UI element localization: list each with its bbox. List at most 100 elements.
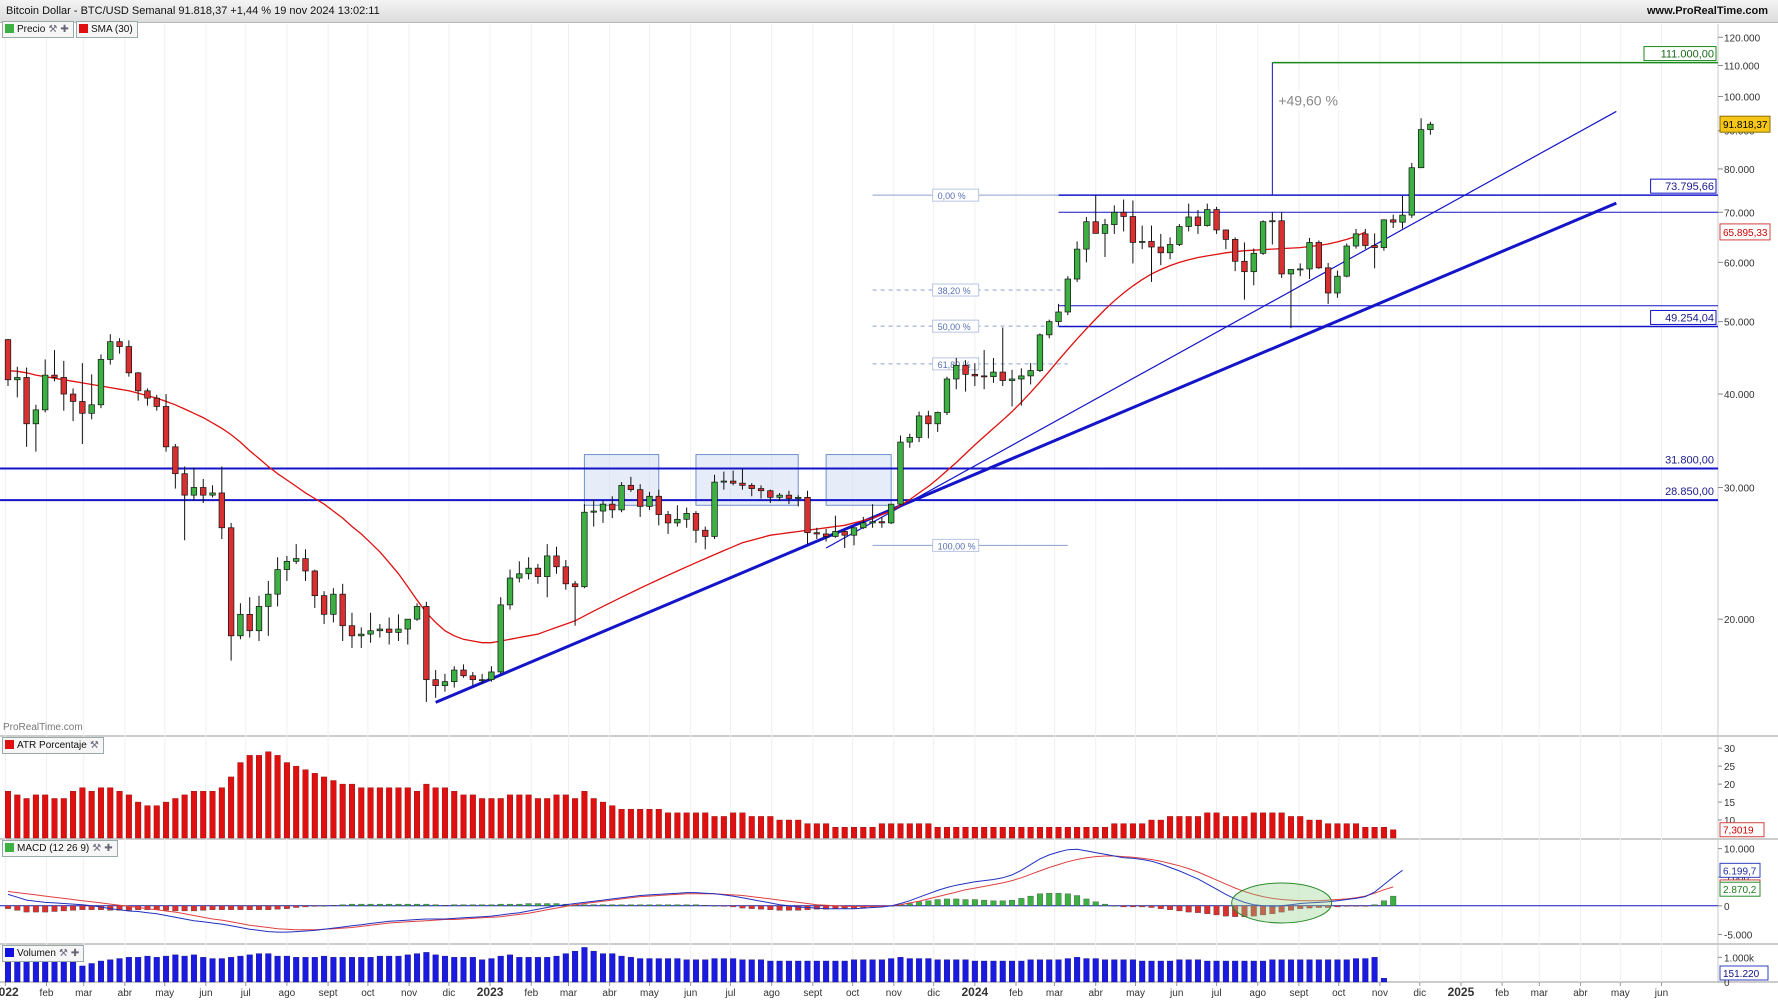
candle <box>1111 205 1118 234</box>
x-tick-label: feb <box>1495 988 1509 999</box>
volume-bar <box>562 953 569 983</box>
legend-atr[interactable]: ATR Porcentaje ⚒ <box>2 737 104 754</box>
candle <box>655 489 662 526</box>
candle <box>144 388 151 406</box>
volume-bar <box>1306 959 1313 983</box>
volume-bar <box>720 958 727 983</box>
atr-bar <box>451 791 458 839</box>
atr-bar <box>971 827 978 839</box>
atr-bar <box>860 827 867 839</box>
candle <box>720 471 727 490</box>
volume-bar <box>692 959 699 983</box>
plus-icon[interactable]: ✚ <box>70 948 80 959</box>
macd-hist-bar <box>60 905 67 912</box>
volume-bar <box>1241 960 1248 983</box>
legend-macd[interactable]: MACD (12 26 9) ⚒ ✚ <box>2 840 118 857</box>
legend-sma[interactable]: SMA (30) <box>76 21 138 38</box>
y-tick-label: 80.000 <box>1724 165 1755 176</box>
atr-bar <box>525 794 532 839</box>
macd-hist-bar <box>1185 905 1192 913</box>
volume-bar <box>1157 960 1164 983</box>
candle <box>1176 224 1183 247</box>
volume-bar <box>962 959 969 983</box>
atr-bar <box>1092 827 1099 839</box>
wrench-icon[interactable]: ⚒ <box>58 948 68 959</box>
atr-bar <box>116 791 123 839</box>
candle <box>702 526 709 550</box>
candle-body <box>962 364 969 375</box>
legend-volume[interactable]: Volumen ⚒ ✚ <box>2 945 85 962</box>
candle <box>1073 241 1081 282</box>
volume-bar <box>637 958 644 983</box>
volume-bar <box>711 958 718 983</box>
candle <box>1343 243 1350 278</box>
wrench-icon[interactable]: ⚒ <box>92 843 102 854</box>
volume-bar <box>404 954 411 983</box>
site-link[interactable]: www.ProRealTime.com <box>1646 5 1768 17</box>
x-tick-label: may <box>1126 988 1145 999</box>
macd-hist-bar <box>1102 903 1108 906</box>
fib-label: 61,80 % <box>938 360 971 370</box>
volume-bar <box>1036 959 1043 983</box>
x-tick-label: ago <box>763 988 780 999</box>
candle-body <box>590 510 597 513</box>
plus-icon[interactable]: ✚ <box>60 24 69 35</box>
atr-bar <box>311 773 318 839</box>
x-tick-label: may <box>1611 988 1630 999</box>
y-tick-label: 50.000 <box>1724 318 1755 329</box>
candle <box>302 549 309 581</box>
macd-hist-bar <box>1353 905 1359 907</box>
atr-bar <box>990 827 997 839</box>
legend-price[interactable]: Precio ⚒ ✚ <box>2 21 74 38</box>
macd-y-tick: 5.000 <box>1724 873 1749 884</box>
candle <box>367 612 374 643</box>
volume-bar <box>748 959 755 983</box>
volume-bar <box>590 950 597 983</box>
candle <box>172 443 179 489</box>
candle-body <box>1241 260 1248 273</box>
candle <box>1222 229 1230 250</box>
macd-hist-bar <box>265 905 272 910</box>
candle <box>265 580 272 636</box>
volume-bar <box>916 958 923 983</box>
candle <box>1166 237 1174 260</box>
candle-body <box>1036 334 1044 371</box>
candle <box>1371 233 1378 269</box>
x-tick-label: abr <box>602 988 617 999</box>
macd-hist-bar <box>1315 905 1322 908</box>
consolidation-box <box>825 454 892 506</box>
candle <box>571 580 579 626</box>
volume-bar <box>265 953 272 983</box>
x-tick-label: mar <box>75 988 93 999</box>
level-label: 49.254,04 <box>1665 312 1714 324</box>
candle-body <box>1185 216 1192 227</box>
volume-bar <box>1176 959 1183 983</box>
macd-hist-bar <box>795 905 802 911</box>
macd-hist-bar <box>1250 905 1257 917</box>
volume-bar <box>1343 959 1350 983</box>
candles <box>4 118 1434 702</box>
candle-body <box>460 669 467 677</box>
atr-bar <box>163 801 170 839</box>
candle <box>757 485 765 499</box>
horizontal-levels <box>0 46 1718 502</box>
volume-bar <box>1250 960 1257 983</box>
candle-body <box>841 531 848 536</box>
volume-bar <box>999 960 1006 983</box>
wrench-icon[interactable]: ⚒ <box>89 740 99 751</box>
x-tick-label: jun <box>198 988 212 999</box>
atr-bar <box>395 787 402 839</box>
plus-icon[interactable]: ✚ <box>104 843 113 854</box>
y-tick-label: 110.000 <box>1724 62 1760 73</box>
volume-bar <box>1102 959 1108 983</box>
candle-body <box>320 595 328 615</box>
atr-bar <box>479 798 486 839</box>
x-tick-label: mar <box>1046 988 1064 999</box>
macd-hist-bar <box>627 904 634 906</box>
wrench-icon[interactable]: ⚒ <box>48 24 58 35</box>
macd-hist-bar <box>497 903 504 906</box>
candle-body <box>646 495 653 507</box>
macd-hist-bar <box>1380 900 1387 906</box>
macd-swatch <box>5 843 14 852</box>
